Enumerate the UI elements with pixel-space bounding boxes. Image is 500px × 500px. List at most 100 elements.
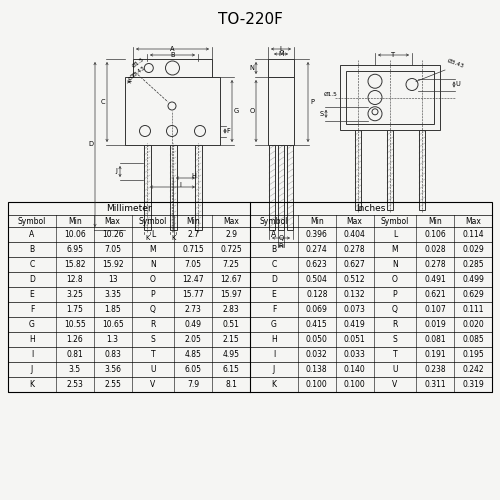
Text: D: D	[29, 275, 35, 284]
Text: 8.1: 8.1	[225, 380, 237, 389]
Text: D: D	[271, 275, 277, 284]
Text: Min: Min	[68, 216, 82, 226]
Text: 10.55: 10.55	[64, 320, 86, 329]
Bar	[346, 71, 434, 124]
Text: 0.415: 0.415	[306, 320, 328, 329]
Text: O: O	[150, 275, 156, 284]
Text: 15.97: 15.97	[220, 290, 242, 299]
Text: 7.25: 7.25	[222, 260, 240, 269]
Text: 0.621: 0.621	[424, 290, 446, 299]
Text: 7.9: 7.9	[187, 380, 200, 389]
Text: Ø1.5: Ø1.5	[324, 92, 338, 97]
Text: 0.504: 0.504	[306, 275, 328, 284]
Text: U: U	[150, 365, 156, 374]
Text: Symbol: Symbol	[381, 216, 409, 226]
Text: 3.35: 3.35	[104, 290, 121, 299]
Text: P: P	[310, 99, 314, 105]
Text: 0.033: 0.033	[344, 350, 365, 359]
Bar	[387, 130, 393, 210]
Text: 0.138: 0.138	[306, 365, 328, 374]
Text: F: F	[226, 128, 230, 134]
Text: 0.032: 0.032	[306, 350, 328, 359]
Text: B: B	[170, 52, 175, 58]
Text: 0.100: 0.100	[306, 380, 328, 389]
Text: 0.114: 0.114	[462, 230, 484, 239]
Text: 0.195: 0.195	[462, 350, 484, 359]
Text: 0.491: 0.491	[424, 275, 446, 284]
Text: U: U	[456, 82, 460, 87]
Text: 0.81: 0.81	[66, 350, 83, 359]
Text: 6.05: 6.05	[185, 365, 202, 374]
Text: K: K	[30, 380, 35, 389]
Text: 0.396: 0.396	[306, 230, 328, 239]
Text: 6.95: 6.95	[66, 245, 84, 254]
Text: Ø1.5: Ø1.5	[131, 57, 145, 69]
Text: 2.55: 2.55	[104, 380, 121, 389]
Text: P: P	[392, 290, 398, 299]
Text: 1.26: 1.26	[66, 335, 83, 344]
Text: 0.107: 0.107	[424, 305, 446, 314]
Text: 0.512: 0.512	[344, 275, 366, 284]
Bar	[269, 145, 275, 230]
Text: 0.404: 0.404	[344, 230, 365, 239]
Bar	[125, 77, 220, 145]
Text: 15.82: 15.82	[64, 260, 86, 269]
Text: Max: Max	[104, 216, 120, 226]
Text: Min: Min	[310, 216, 324, 226]
Text: Max: Max	[346, 216, 362, 226]
Text: N: N	[150, 260, 156, 269]
Text: 2.7: 2.7	[188, 230, 200, 239]
Text: Q: Q	[278, 235, 283, 241]
Text: C: C	[30, 260, 35, 269]
Text: 10.06: 10.06	[64, 230, 86, 239]
Text: I: I	[273, 350, 275, 359]
Bar	[133, 59, 212, 77]
Text: E: E	[30, 290, 35, 299]
Text: 0.319: 0.319	[462, 380, 484, 389]
Text: S: S	[392, 335, 398, 344]
Text: J: J	[115, 168, 117, 174]
Text: S: S	[150, 335, 156, 344]
Bar	[278, 145, 284, 230]
Text: F: F	[272, 305, 276, 314]
Text: Symbol: Symbol	[260, 216, 288, 226]
Text: A: A	[272, 230, 276, 239]
Text: R: R	[392, 320, 398, 329]
Text: L: L	[393, 230, 397, 239]
Text: 2.05: 2.05	[185, 335, 202, 344]
Bar	[419, 130, 425, 210]
Text: Ø3.43: Ø3.43	[446, 58, 464, 69]
Text: 0.627: 0.627	[344, 260, 365, 269]
Text: O: O	[392, 275, 398, 284]
Text: J: J	[273, 365, 275, 374]
Text: 0.191: 0.191	[424, 350, 446, 359]
Text: 0.029: 0.029	[462, 245, 484, 254]
Text: 7.05: 7.05	[104, 245, 121, 254]
Text: G: G	[234, 108, 238, 114]
Text: 13: 13	[108, 275, 118, 284]
Text: 0.132: 0.132	[344, 290, 366, 299]
Text: 2.53: 2.53	[66, 380, 83, 389]
Text: Min: Min	[186, 216, 200, 226]
Text: J: J	[31, 365, 33, 374]
Bar	[355, 130, 361, 210]
Bar	[287, 145, 293, 230]
Text: P: P	[150, 290, 156, 299]
Text: Symbol: Symbol	[18, 216, 46, 226]
Text: 0.419: 0.419	[344, 320, 365, 329]
Text: 0.278: 0.278	[424, 260, 446, 269]
Text: 3.5: 3.5	[68, 365, 81, 374]
Text: 0.278: 0.278	[344, 245, 366, 254]
Text: 0.128: 0.128	[306, 290, 328, 299]
Bar	[170, 145, 177, 230]
Text: 0.49: 0.49	[185, 320, 202, 329]
Text: 1.75: 1.75	[66, 305, 83, 314]
Text: Max: Max	[223, 216, 239, 226]
Text: 4.85: 4.85	[185, 350, 202, 359]
Text: 0.725: 0.725	[220, 245, 242, 254]
Text: 0.050: 0.050	[306, 335, 328, 344]
Text: 0.051: 0.051	[344, 335, 365, 344]
Text: 0.073: 0.073	[344, 305, 365, 314]
Text: 1.3: 1.3	[106, 335, 118, 344]
Text: 12.47: 12.47	[182, 275, 204, 284]
